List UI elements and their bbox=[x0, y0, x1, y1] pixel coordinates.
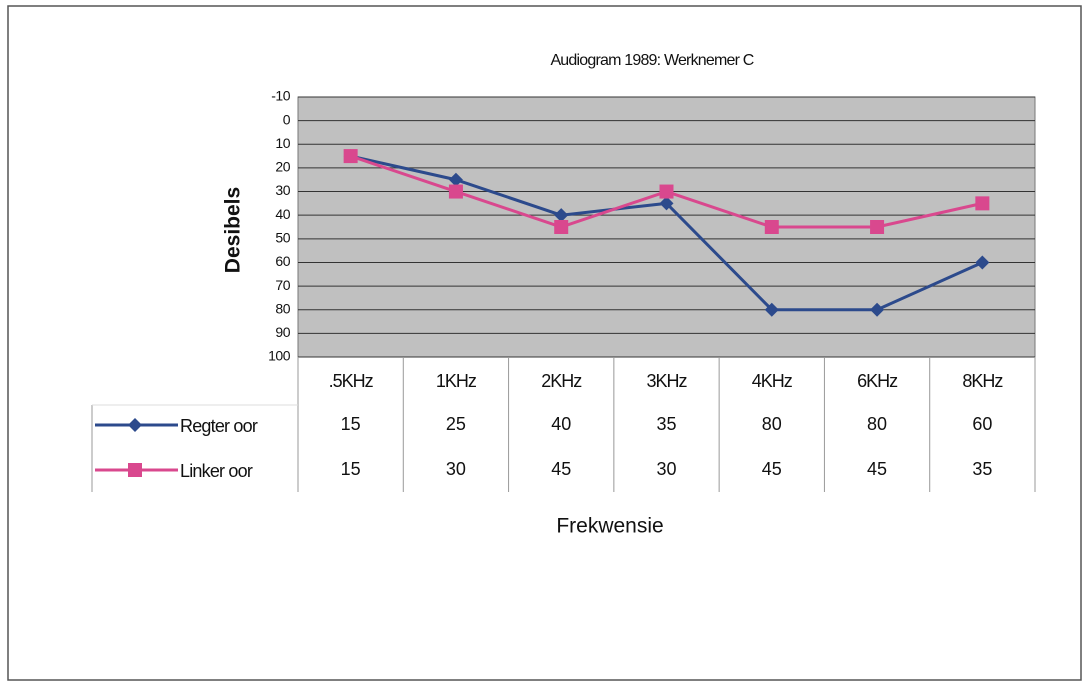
table-value: 40 bbox=[551, 414, 571, 434]
data-point bbox=[554, 220, 569, 234]
table-value: 80 bbox=[762, 414, 782, 434]
y-tick-label: 70 bbox=[275, 277, 290, 293]
y-tick-label: 90 bbox=[275, 324, 290, 340]
y-tick-label: 0 bbox=[283, 111, 291, 127]
x-axis-label: Frekwensie bbox=[556, 515, 663, 538]
y-axis-label: Desibels bbox=[222, 187, 245, 273]
table-value: 80 bbox=[867, 414, 887, 434]
x-tick-label: 3KHz bbox=[646, 371, 687, 391]
chart-title: Audiogram 1989: Werknemer C bbox=[550, 52, 753, 69]
table-value: 15 bbox=[341, 459, 361, 479]
legend-marker bbox=[128, 418, 142, 432]
table-value: 35 bbox=[972, 459, 992, 479]
y-tick-label: 100 bbox=[268, 348, 291, 364]
x-tick-label: 8KHz bbox=[962, 371, 1003, 391]
data-point bbox=[554, 208, 569, 223]
data-point bbox=[659, 196, 674, 211]
table-value: 45 bbox=[551, 459, 571, 479]
data-point bbox=[659, 184, 674, 199]
table-value: 25 bbox=[446, 414, 466, 434]
y-tick-label: 40 bbox=[275, 206, 290, 222]
data-point bbox=[764, 220, 779, 234]
table-value: 60 bbox=[972, 414, 992, 434]
y-tick-label: 80 bbox=[275, 300, 290, 316]
data-point bbox=[870, 220, 885, 234]
y-tick-label: 10 bbox=[275, 135, 290, 151]
y-tick-label: 30 bbox=[275, 182, 290, 198]
plot-area bbox=[297, 96, 1036, 358]
table-value: 45 bbox=[762, 459, 782, 479]
table-value: 15 bbox=[341, 414, 361, 434]
table-value: 30 bbox=[446, 459, 466, 479]
table-value: 30 bbox=[656, 459, 676, 479]
data-point bbox=[448, 184, 463, 199]
data-point bbox=[975, 255, 990, 270]
y-tick-label: -10 bbox=[271, 88, 290, 104]
x-tick-label: 6KHz bbox=[857, 371, 898, 391]
legend-label: Regter oor bbox=[180, 416, 258, 436]
frame bbox=[7, 5, 1082, 681]
y-tick-label: 50 bbox=[275, 230, 290, 246]
x-tick-label: 1KHz bbox=[436, 371, 477, 391]
data-point bbox=[764, 302, 779, 317]
data-point bbox=[343, 149, 358, 164]
x-tick-label: 4KHz bbox=[752, 371, 793, 391]
x-tick-label: 2KHz bbox=[541, 371, 582, 391]
data-point bbox=[975, 196, 990, 211]
data-point bbox=[870, 302, 885, 317]
data-point bbox=[448, 172, 463, 187]
legend-marker bbox=[128, 463, 142, 477]
table-value: 35 bbox=[656, 414, 676, 434]
table-value: 45 bbox=[867, 459, 887, 479]
y-tick-label: 60 bbox=[275, 253, 290, 269]
y-tick-label: 20 bbox=[275, 159, 290, 175]
x-tick-label: .5KHz bbox=[329, 371, 374, 391]
legend-label: Linker oor bbox=[180, 461, 253, 481]
